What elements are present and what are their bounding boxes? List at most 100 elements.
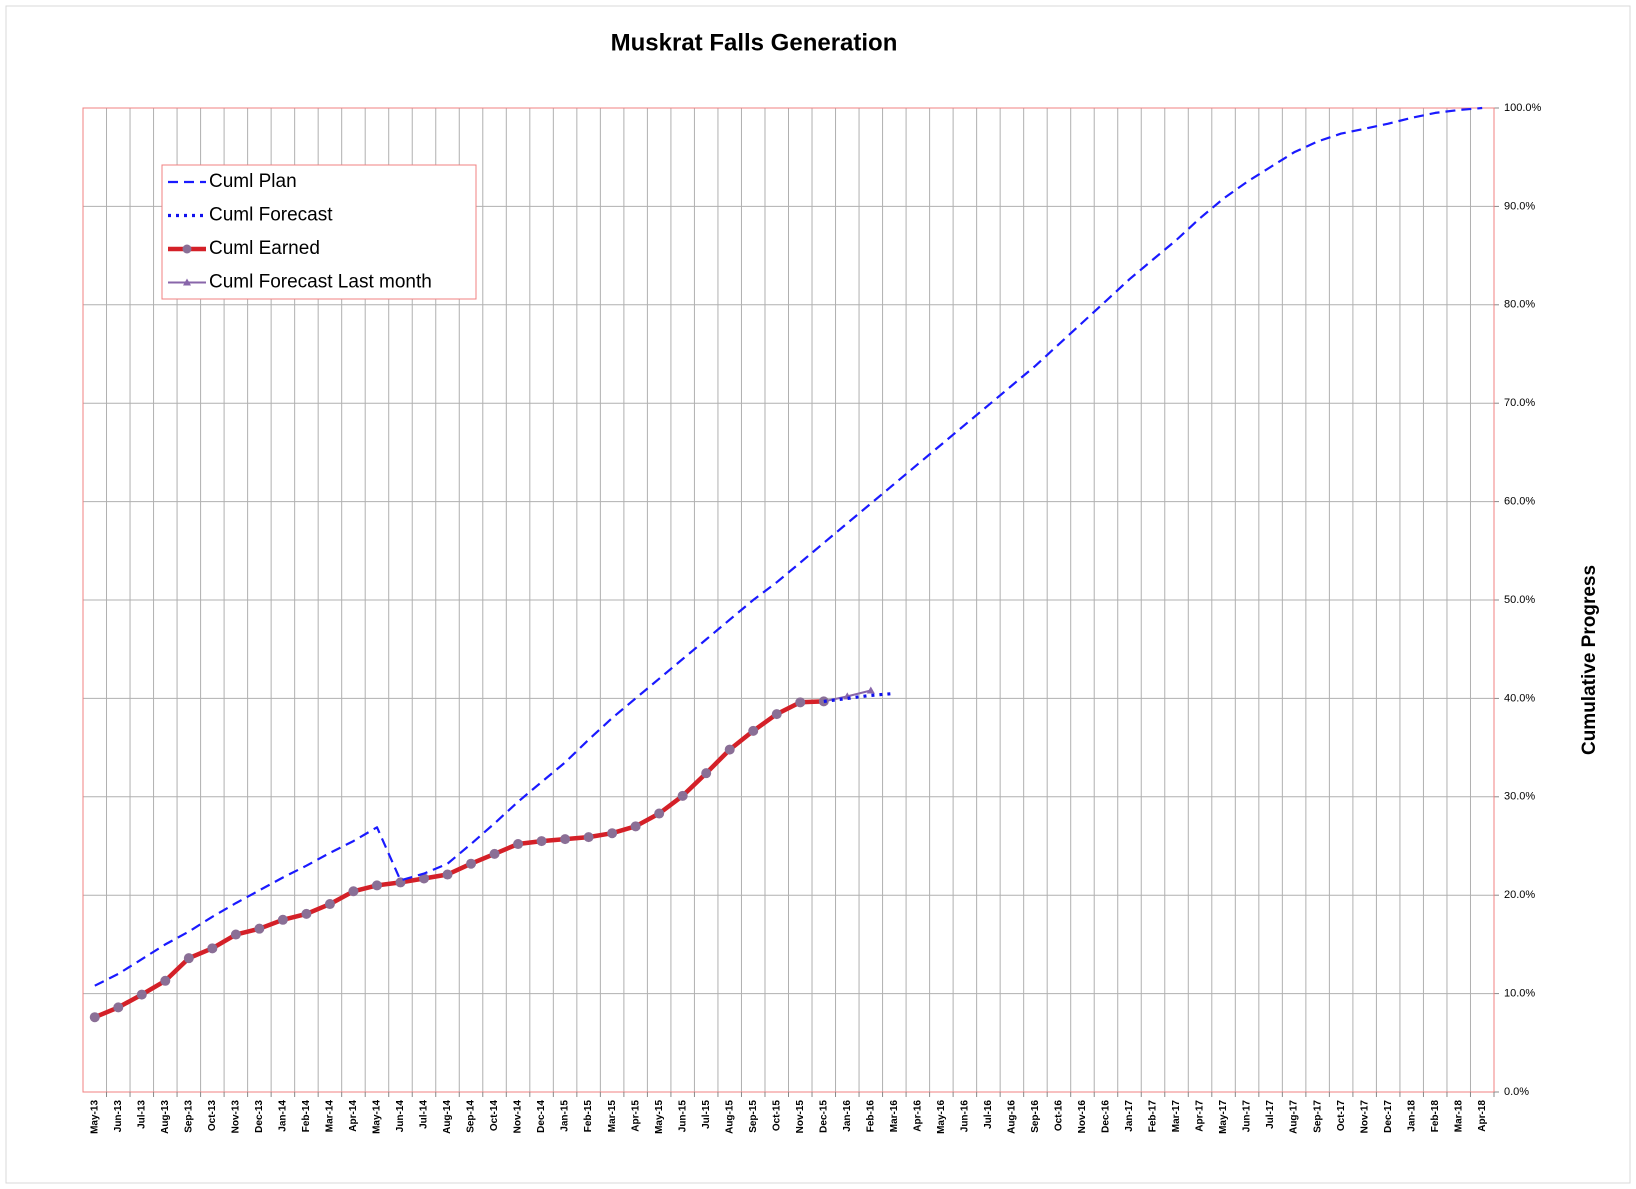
x-tick-label: Jan-16 [842, 1100, 853, 1132]
marker [324, 899, 335, 910]
x-tick-label: Nov-13 [230, 1100, 241, 1134]
x-tick-label: Apr-14 [348, 1100, 359, 1132]
x-tick-label: Aug-14 [442, 1100, 453, 1134]
chart-title: Muskrat Falls Generation [611, 29, 898, 56]
legend-label: Cuml Forecast Last month [209, 272, 432, 293]
x-tick-label: Mar-14 [325, 1100, 336, 1133]
marker [748, 725, 759, 736]
marker [677, 790, 688, 801]
marker [183, 953, 194, 964]
y-tick-label: 60.0% [1504, 496, 1535, 508]
y-tick-label: 70.0% [1504, 397, 1535, 409]
x-tick-label: Dec-17 [1383, 1100, 1394, 1133]
x-tick-label: Jan-14 [278, 1100, 289, 1132]
marker [89, 1012, 100, 1023]
marker [207, 943, 218, 954]
y-tick-label: 30.0% [1504, 791, 1535, 803]
marker [701, 768, 712, 779]
x-tick-label: Nov-14 [513, 1100, 524, 1134]
x-tick-label: Jun-13 [113, 1100, 124, 1133]
x-tick-label: Sep-14 [466, 1100, 477, 1133]
legend-label: Cuml Forecast [209, 205, 333, 226]
legend-label: Cuml Earned [209, 238, 320, 259]
x-tick-label: Jun-15 [677, 1100, 688, 1133]
x-tick-label: Jul-14 [419, 1100, 430, 1129]
legend-box [161, 164, 477, 300]
x-tick-label: Jan-15 [560, 1100, 571, 1132]
legend-marker [183, 278, 191, 286]
x-tick-label: Nov-15 [795, 1100, 806, 1134]
x-tick-label: Dec-15 [818, 1100, 829, 1133]
marker [513, 839, 524, 850]
x-tick-label: May-17 [1218, 1100, 1229, 1134]
x-tick-label: Feb-15 [583, 1100, 594, 1133]
legend-marker [182, 244, 192, 254]
x-tick-label: Jul-13 [136, 1100, 147, 1129]
y-tick-label: 80.0% [1504, 299, 1535, 311]
y-tick-label: 0.0% [1504, 1086, 1529, 1098]
x-tick-label: Dec-13 [254, 1100, 265, 1133]
x-tick-label: Mar-15 [607, 1100, 618, 1133]
y-axis-label: Cumulative Progress [1579, 565, 1600, 755]
marker [442, 869, 453, 880]
y-tick-label: 10.0% [1504, 988, 1535, 1000]
marker [254, 923, 265, 934]
x-tick-label: Mar-18 [1453, 1100, 1464, 1133]
x-tick-label: Oct-15 [771, 1100, 782, 1132]
y-tick-label: 20.0% [1504, 889, 1535, 901]
x-tick-label: Nov-16 [1077, 1100, 1088, 1134]
x-tick-label: Apr-17 [1195, 1100, 1206, 1132]
marker [771, 709, 782, 720]
marker [230, 929, 241, 940]
x-tick-label: Oct-13 [207, 1100, 218, 1132]
marker [113, 1002, 124, 1013]
x-tick-label: Nov-17 [1359, 1100, 1370, 1134]
x-tick-label: Oct-16 [1054, 1100, 1065, 1132]
marker [583, 832, 594, 843]
x-tick-label: Jun-17 [1242, 1100, 1253, 1133]
x-tick-label: Dec-16 [1101, 1100, 1112, 1133]
marker [795, 697, 806, 708]
x-tick-label: May-13 [89, 1100, 100, 1134]
x-tick-label: Jun-16 [960, 1100, 971, 1133]
marker [136, 989, 147, 1000]
marker [654, 808, 665, 819]
marker [348, 886, 359, 897]
x-tick-label: Aug-17 [1289, 1100, 1300, 1134]
y-tick-label: 40.0% [1504, 692, 1535, 704]
x-tick-label: Jan-17 [1124, 1100, 1135, 1132]
x-tick-label: Jul-17 [1265, 1100, 1276, 1129]
marker [277, 914, 288, 925]
x-tick-label: Feb-14 [301, 1100, 312, 1133]
x-tick-label: Jun-14 [395, 1100, 406, 1133]
x-tick-label: Jan-18 [1406, 1100, 1417, 1132]
marker [301, 908, 312, 919]
legend: Cuml Plan Cuml Forecast Cuml Earned Cuml Fo… [161, 164, 477, 300]
marker [818, 696, 829, 707]
x-tick-label: Aug-13 [160, 1100, 171, 1134]
marker [560, 834, 571, 845]
x-tick-label: Sep-17 [1312, 1100, 1323, 1133]
x-tick-label: Oct-17 [1336, 1100, 1347, 1132]
series-line [94, 106, 1483, 987]
x-tick-label: May-15 [654, 1100, 665, 1134]
x-tick-label: Feb-16 [865, 1100, 876, 1133]
marker [724, 744, 735, 755]
x-tick-label: Sep-16 [1030, 1100, 1041, 1133]
x-tick-label: Apr-18 [1477, 1100, 1488, 1132]
y-tick-label: 100.0% [1504, 102, 1542, 114]
x-tick-label: Oct-14 [489, 1100, 500, 1132]
x-tick-label: Apr-16 [912, 1100, 923, 1132]
x-tick-label: Jul-16 [983, 1100, 994, 1129]
marker [371, 880, 382, 891]
x-tick-label: Sep-15 [748, 1100, 759, 1133]
x-tick-label: Aug-16 [1007, 1100, 1018, 1134]
x-tick-label: Aug-15 [724, 1100, 735, 1134]
x-tick-label: Mar-17 [1171, 1100, 1182, 1133]
x-tick-label: Sep-13 [183, 1100, 194, 1133]
marker [630, 821, 641, 832]
marker [607, 828, 618, 839]
x-tick-label: May-14 [372, 1100, 383, 1134]
x-tick-label: May-16 [936, 1100, 947, 1134]
